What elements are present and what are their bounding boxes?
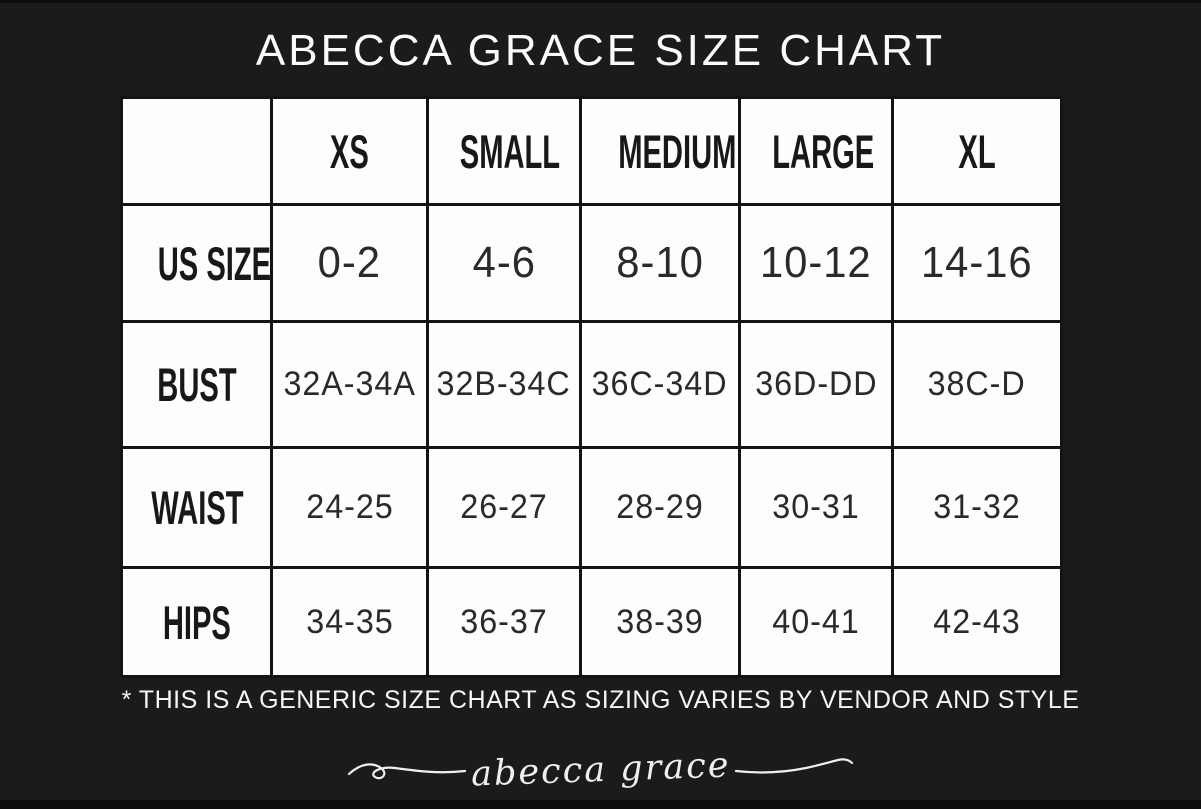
cell-value: 26-27 [460, 488, 548, 526]
cell-value: 32B-34C [436, 365, 572, 403]
row-header-label: US SIZE [157, 236, 272, 290]
cell-hips-xl: 42-43 [891, 566, 1063, 678]
cell-waist-medium: 28-29 [579, 446, 741, 569]
cell-value: 36C-34D [592, 365, 728, 403]
cell-value: 40-41 [772, 602, 860, 641]
table-row-hips: HIPS 34-35 36-37 38-39 40-41 42-43 [120, 566, 1063, 678]
column-header-label: LARGE [772, 124, 875, 178]
row-header-waist: WAIST [120, 446, 273, 569]
cell-hips-small: 36-37 [426, 566, 582, 678]
top-edge-strip [0, 0, 1201, 3]
cell-value: 28-29 [616, 488, 704, 526]
cell-value: 10-12 [760, 238, 872, 287]
cell-value: 8-10 [616, 238, 704, 287]
bottom-edge-strip [0, 800, 1201, 809]
signature-swash-left-icon [347, 763, 466, 780]
cell-waist-xs: 24-25 [270, 446, 429, 569]
column-header-xl: XL [891, 96, 1063, 206]
row-header-label: HIPS [162, 595, 231, 649]
cell-waist-xl: 31-32 [891, 446, 1063, 569]
row-header-label: WAIST [151, 481, 244, 534]
cell-bust-small: 32B-34C [426, 320, 582, 449]
cell-value: 14-16 [921, 238, 1033, 287]
cell-bust-medium: 36C-34D [579, 320, 741, 449]
table-row-us-size: US SIZE 0-2 4-6 8-10 10-12 14-16 [120, 203, 1063, 323]
column-header-xs: XS [270, 96, 429, 206]
cell-us-size-xl: 14-16 [891, 203, 1063, 323]
cell-hips-large: 40-41 [738, 566, 894, 678]
signature-text: abecca grace [470, 745, 731, 795]
column-header-medium: MEDIUM [579, 96, 741, 206]
cell-us-size-medium: 8-10 [579, 203, 741, 323]
table-row-bust: BUST 32A-34A 32B-34C 36C-34D 36D-DD 38C-… [120, 320, 1063, 449]
cell-value: 4-6 [472, 238, 536, 287]
column-header-label: MEDIUM [618, 124, 737, 178]
row-header-us-size: US SIZE [120, 203, 273, 323]
cell-value: 0-2 [317, 238, 382, 287]
column-header-label: XL [958, 124, 996, 178]
row-header-bust: BUST [120, 320, 273, 449]
cell-value: 38C-D [927, 365, 1027, 403]
header-row: XS SMALL MEDIUM LARGE XL [120, 96, 1063, 206]
cell-value: 31-32 [933, 488, 1021, 526]
cell-value: 24-25 [305, 488, 394, 526]
cell-hips-medium: 38-39 [579, 566, 741, 678]
column-header-small: SMALL [426, 96, 582, 206]
cell-value: 36-37 [460, 602, 548, 641]
cell-hips-xs: 34-35 [270, 566, 429, 678]
cell-value: 32A-34A [283, 365, 416, 403]
signature-swash-right-icon [735, 758, 854, 774]
brand-signature: abecca grace [0, 738, 1201, 802]
cell-us-size-large: 10-12 [738, 203, 894, 323]
cell-bust-xs: 32A-34A [270, 320, 429, 449]
cell-value: 34-35 [305, 602, 394, 641]
cell-bust-xl: 38C-D [891, 320, 1063, 449]
cell-value: 30-31 [772, 488, 860, 526]
footnote: * THIS IS A GENERIC SIZE CHART AS SIZING… [121, 686, 1080, 714]
column-header-large: LARGE [738, 96, 894, 206]
cell-waist-small: 26-27 [426, 446, 582, 569]
cell-us-size-small: 4-6 [426, 203, 582, 323]
cell-value: 38-39 [616, 602, 704, 641]
cell-bust-large: 36D-DD [738, 320, 894, 449]
cell-value: 36D-DD [754, 365, 878, 403]
column-header-label: XS [330, 124, 369, 178]
page-title: ABECCA GRACE SIZE CHART [255, 26, 946, 75]
column-header-label: SMALL [459, 124, 561, 178]
corner-cell [120, 96, 273, 206]
cell-waist-large: 30-31 [738, 446, 894, 569]
cell-value: 42-43 [933, 602, 1021, 641]
row-header-label: BUST [156, 358, 237, 411]
size-chart-table: XS SMALL MEDIUM LARGE XL US SIZE 0-2 4-6… [120, 96, 1063, 678]
table-row-waist: WAIST 24-25 26-27 28-29 30-31 31-32 [120, 446, 1063, 569]
cell-us-size-xs: 0-2 [270, 203, 429, 323]
row-header-hips: HIPS [120, 566, 273, 678]
